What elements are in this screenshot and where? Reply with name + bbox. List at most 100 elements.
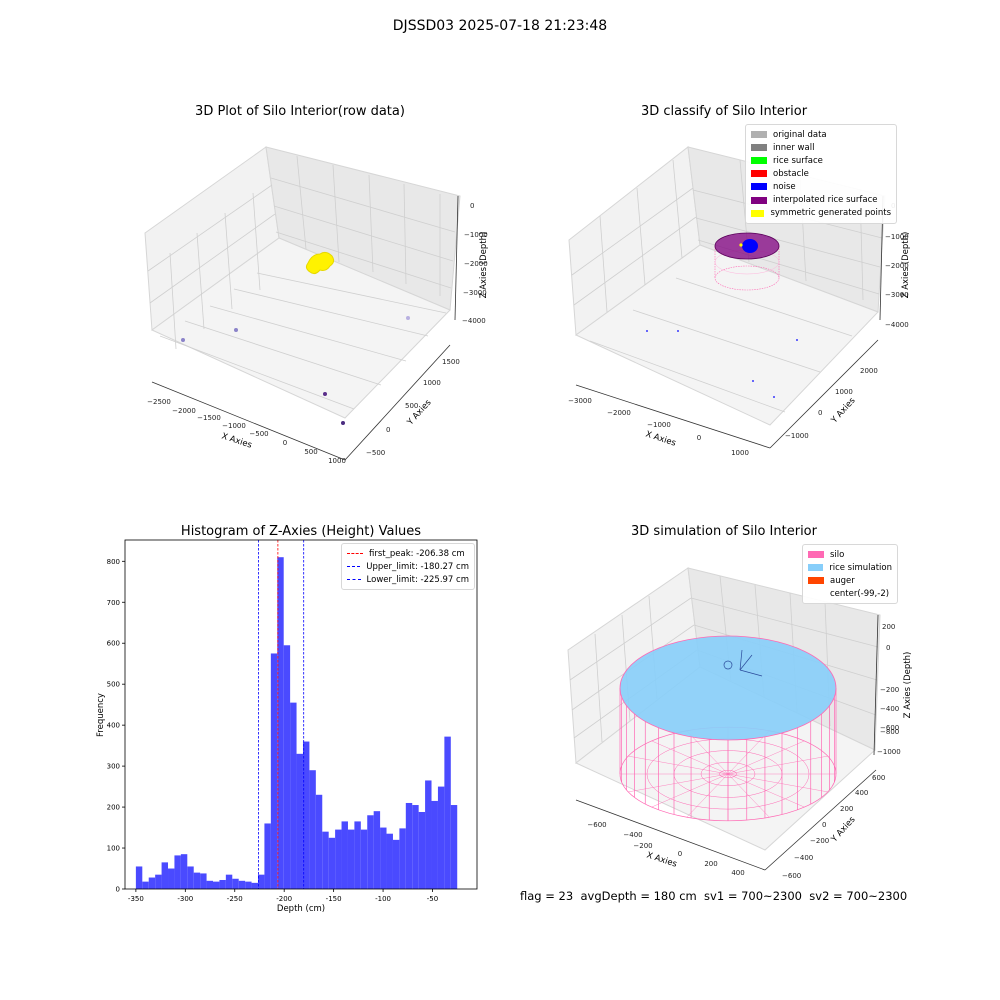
legend-swatch <box>751 131 767 139</box>
histogram-xtick-label: -350 <box>128 895 144 903</box>
p1-ytick: 500 <box>405 402 418 410</box>
p1-point <box>341 421 345 425</box>
histogram-axes: -350 -300 -250 -200 -150 -100 -50 0 100 200 300 40… <box>96 539 478 914</box>
histogram-bar <box>347 829 355 889</box>
legend-swatch <box>751 209 765 217</box>
legend-label: symmetric generated points <box>770 208 891 219</box>
p1-xtick: −2500 <box>147 398 171 406</box>
histogram-legend: first_peak: -206.38 cm Upper_limit: -180… <box>341 543 475 591</box>
p1-xtick: −1000 <box>222 422 246 430</box>
p4-ztick: −1000 <box>877 748 901 756</box>
histogram-xtick-label: -100 <box>375 895 391 903</box>
histogram-ytick-label: 300 <box>107 763 120 771</box>
histogram-bar <box>277 557 284 889</box>
p2-ytick: 0 <box>818 409 822 417</box>
histogram-bar <box>322 831 329 889</box>
p1-ztick: −4000 <box>462 317 486 325</box>
p2-silo-cylinder <box>714 232 780 291</box>
p2-xtick: 0 <box>697 434 701 442</box>
histogram-frame <box>124 539 478 890</box>
legend-label: rice simulation <box>829 562 892 573</box>
histogram-bar <box>142 881 149 889</box>
panel4-z-axis-line <box>873 614 879 756</box>
silo-floor-spoke <box>727 730 770 775</box>
histogram-bar <box>405 802 413 889</box>
histogram-bar <box>367 815 374 889</box>
silo-floor-spoke <box>628 755 729 775</box>
p1-xtick: −500 <box>249 430 268 438</box>
legend-label: silo <box>830 549 845 560</box>
legend-item-silo: silo <box>808 548 892 561</box>
p4-ytick: −600 <box>782 872 801 880</box>
p1-point <box>323 392 327 396</box>
legend-label: center(-99,-2) <box>830 588 890 599</box>
p2-noise-point <box>796 339 798 341</box>
histogram-xticks: -350 -300 -250 -200 -150 -100 -50 <box>128 889 438 903</box>
panel1-panes <box>144 146 461 419</box>
legend-item-first-peak: first_peak: -206.38 cm <box>347 547 469 560</box>
p2-ytick: 1000 <box>835 388 853 396</box>
legend-label: obstacle <box>773 168 809 179</box>
legend-item-upper-limit: Upper_limit: -180.27 cm <box>347 560 469 573</box>
histogram-yticks: 0 100 200 300 400 500 600 700 800 <box>107 558 125 894</box>
histogram-bar <box>444 736 451 889</box>
histogram-ref-lines <box>258 540 305 889</box>
silo-floor-spoke <box>727 740 805 775</box>
p1-xtick: −1500 <box>197 414 221 422</box>
legend-line <box>347 566 361 568</box>
p1-xtick: 500 <box>304 448 317 456</box>
histogram-bar <box>431 800 438 889</box>
auger <box>723 649 763 677</box>
legend-item-lower-limit: Lower_limit: -225.97 cm <box>347 573 469 586</box>
panel3-title: Histogram of Z-Axies (Height) Values <box>180 524 422 539</box>
p1-zlabel: Z Axies (Depth) <box>479 232 489 299</box>
histogram-bar <box>180 854 188 889</box>
legend-label: Upper_limit: -180.27 cm <box>366 561 469 572</box>
legend-item-rice-simulation: rice simulation <box>808 561 892 574</box>
histogram-bar <box>148 877 156 889</box>
p4-ztick: −800 <box>880 728 899 736</box>
p2-ztick: −2000 <box>885 262 909 270</box>
histogram-bar <box>168 868 175 889</box>
histogram-bar <box>360 829 368 889</box>
histogram-bar <box>302 741 310 889</box>
histogram-bar <box>380 827 387 889</box>
legend-swatch <box>751 196 767 204</box>
histogram-bar <box>232 878 239 889</box>
histogram-ytick-label: 100 <box>107 845 120 853</box>
legend-line <box>347 553 363 555</box>
histogram-ytick-label: 0 <box>116 886 120 894</box>
silo-floor-spoke <box>651 773 729 808</box>
p2-ylabel: Y Axies <box>829 395 858 426</box>
legend-item-rice-surface: rice surface <box>751 154 891 167</box>
p2-xtick: −2000 <box>607 409 631 417</box>
silo-floor-spoke <box>686 730 729 775</box>
panel2-title: 3D classify of Silo Interior <box>640 104 808 119</box>
histogram-bar <box>328 837 336 889</box>
legend-label: rice surface <box>773 155 823 166</box>
legend-swatch <box>751 157 767 165</box>
legend-item-symmetric-generated-points: symmetric generated points <box>751 207 891 220</box>
panel1-gridlines <box>147 155 456 410</box>
silo-floor-spoke <box>727 773 770 818</box>
histogram-ytick-label: 200 <box>107 804 120 812</box>
p1-ztick: −2000 <box>464 260 488 268</box>
histogram-bars <box>135 557 458 889</box>
histogram-bar <box>161 862 169 889</box>
histogram-bar <box>392 839 400 889</box>
histogram-bar <box>418 811 426 889</box>
legend-label: inner wall <box>773 142 815 153</box>
p4-ytick: 0 <box>822 821 826 829</box>
histogram-ytick-label: 400 <box>107 722 120 730</box>
p1-ztick: −1000 <box>464 231 488 239</box>
status-footer: flag = 23 avgDepth = 180 cm sv1 = 700~23… <box>520 889 908 903</box>
silo-floor-spoke <box>686 773 729 818</box>
histogram-bar <box>296 753 303 889</box>
panel1-x-axis-line <box>151 381 346 461</box>
legend-label: first_peak: -206.38 cm <box>369 548 465 559</box>
histogram-xtick-label: -50 <box>427 895 438 903</box>
legend-swatch <box>751 183 767 191</box>
p4-ylabel: Y Axies <box>829 814 858 845</box>
figure-suptitle: DJSSD03 2025-07-18 21:23:48 <box>392 18 608 34</box>
histogram-ytick-label: 500 <box>107 681 120 689</box>
